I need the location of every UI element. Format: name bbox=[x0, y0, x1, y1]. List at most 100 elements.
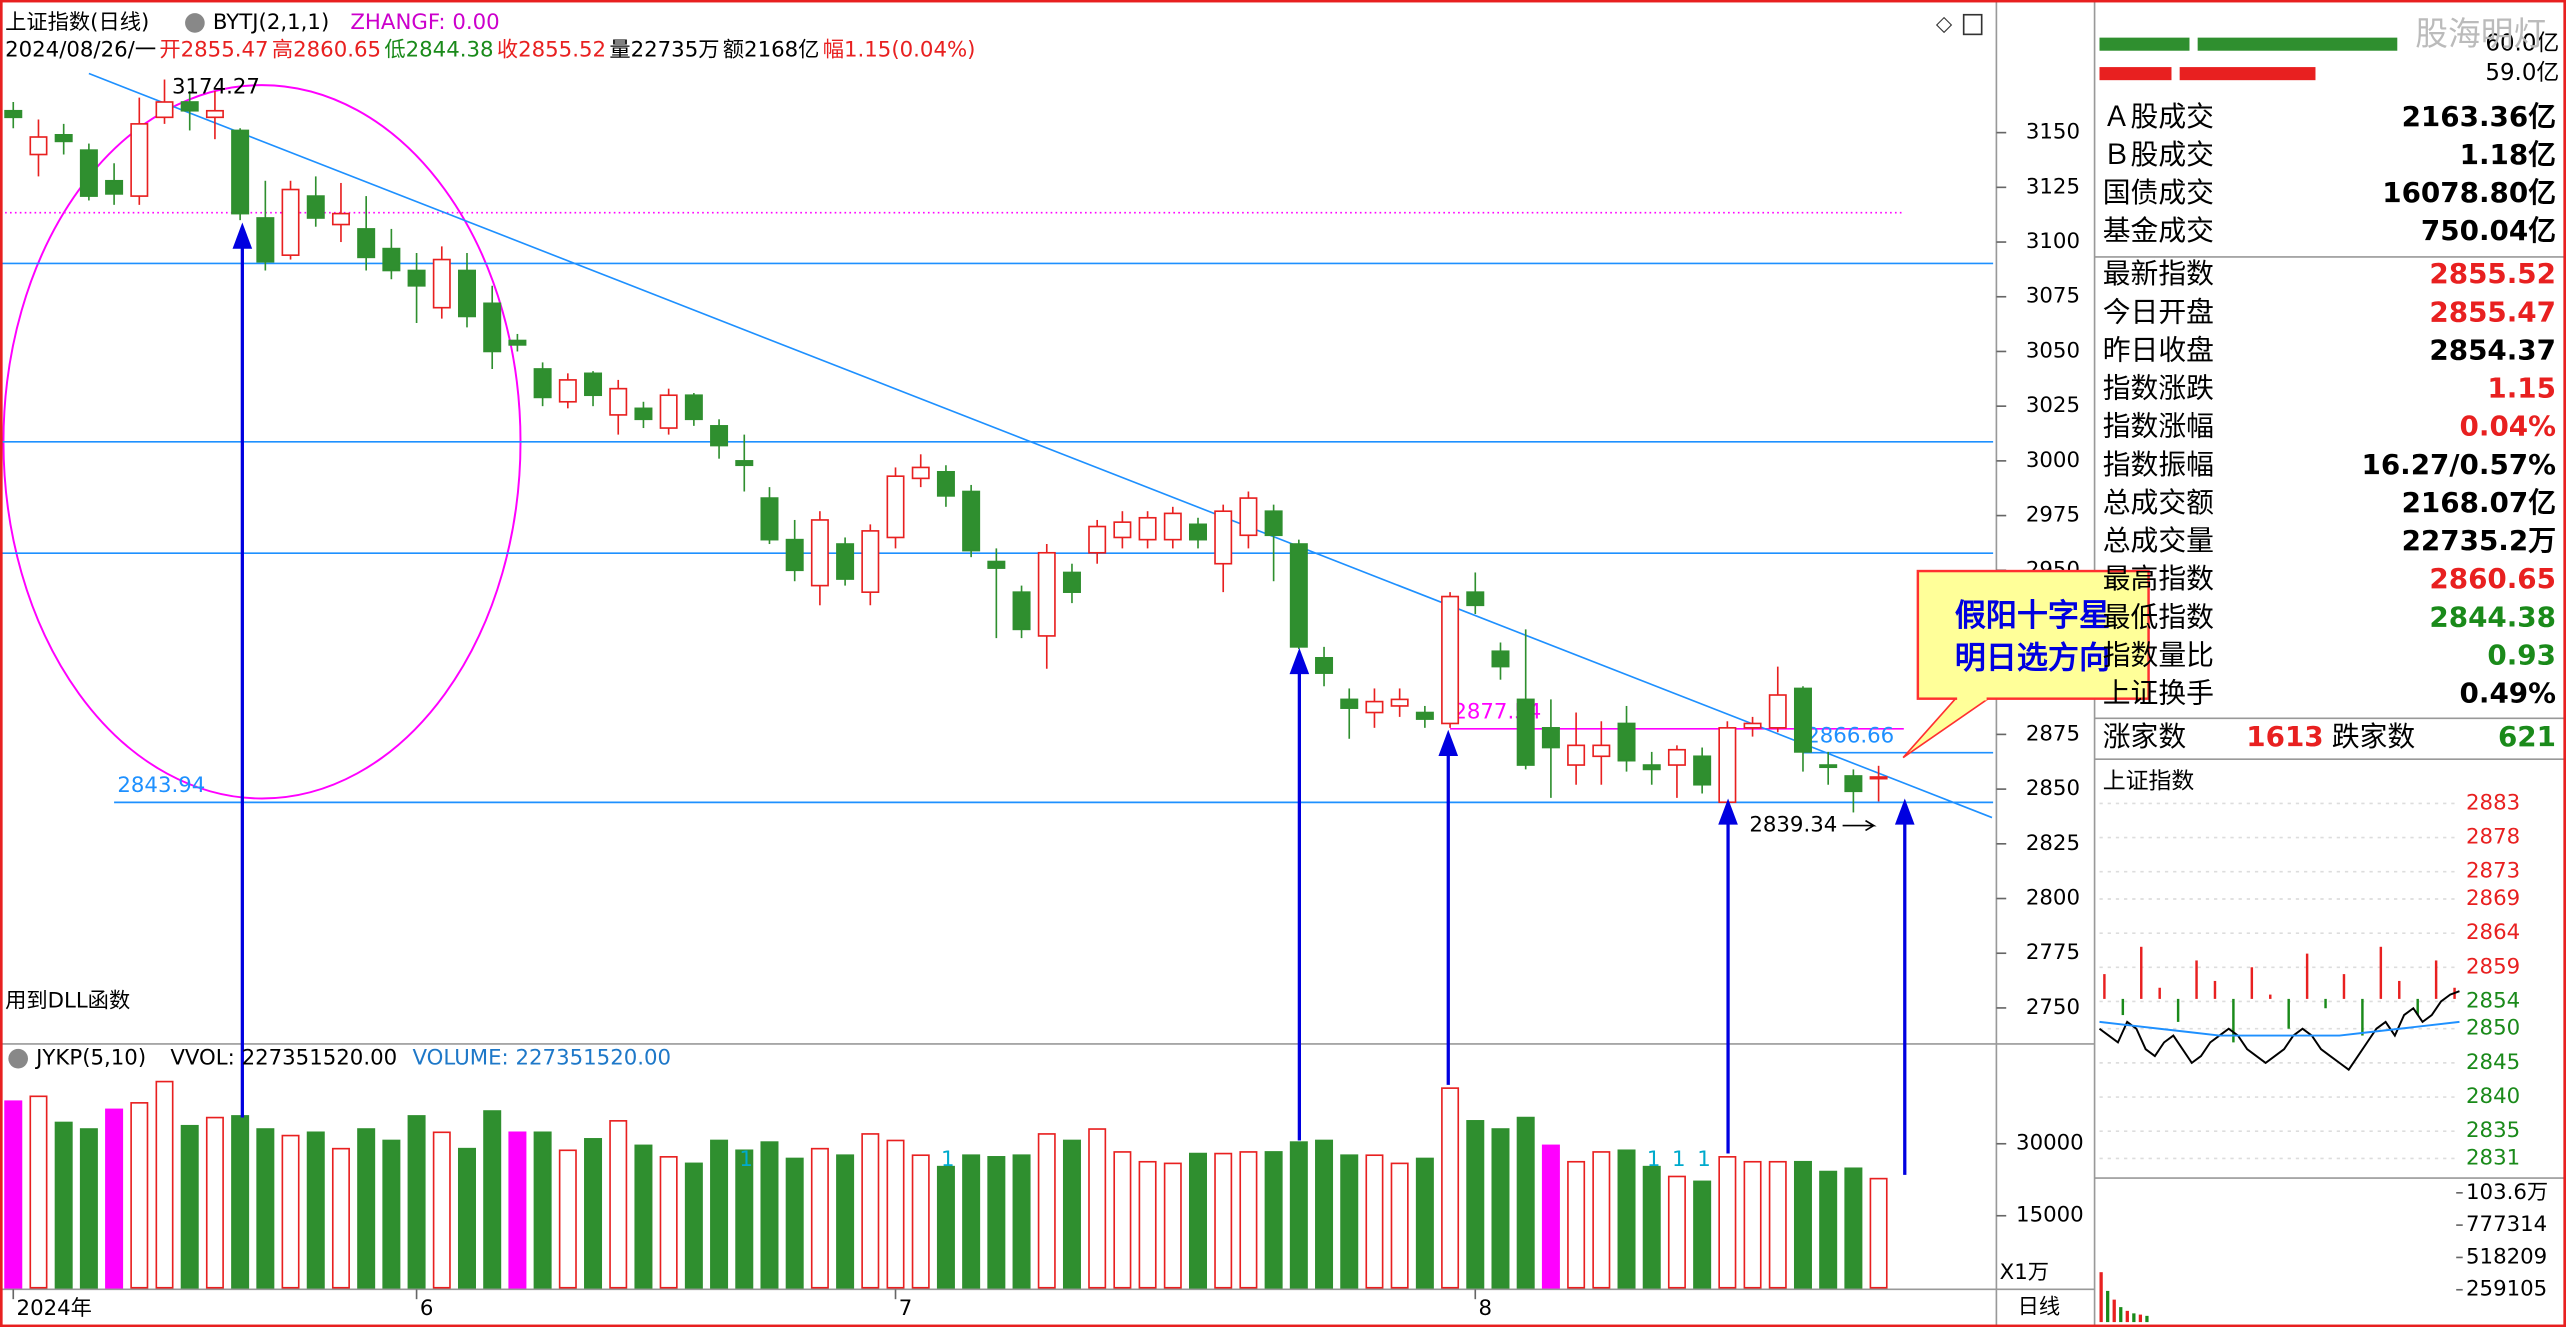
y-tick-label: 2859 bbox=[2466, 954, 2520, 979]
breadth-value: 1613 bbox=[2246, 720, 2323, 753]
volume-bar bbox=[54, 1121, 73, 1289]
volume-bar bbox=[4, 1100, 23, 1289]
icon[interactable] bbox=[1962, 13, 1983, 36]
candle-body bbox=[810, 519, 829, 587]
volume-header: JYKP(5,10) bbox=[34, 1046, 146, 1071]
y-tick-label: 2854 bbox=[2466, 988, 2520, 1013]
candle-body bbox=[1718, 727, 1737, 804]
volume-bar bbox=[155, 1080, 174, 1289]
y-tick-label: 2878 bbox=[2466, 825, 2520, 850]
candle-body bbox=[861, 530, 880, 593]
volume-bar bbox=[1567, 1160, 1586, 1289]
menu-icon[interactable] bbox=[185, 13, 205, 33]
candle-body bbox=[911, 466, 930, 480]
y-tick-label: 30000 bbox=[2016, 1131, 2084, 1156]
candle-body bbox=[357, 228, 376, 259]
menu-icon[interactable] bbox=[8, 1048, 28, 1069]
volume-bar bbox=[987, 1156, 1006, 1289]
volume-bar bbox=[1768, 1160, 1787, 1289]
volume-bar bbox=[861, 1133, 880, 1289]
y-tick-label: 3150 bbox=[2026, 120, 2080, 145]
y-tick-label: 2864 bbox=[2466, 920, 2520, 945]
volume-bar bbox=[1088, 1128, 1107, 1289]
volume-bar bbox=[1012, 1154, 1031, 1289]
y-tick-label: 2850 bbox=[2466, 1016, 2520, 1041]
candle-body bbox=[609, 387, 628, 416]
candle-body bbox=[1189, 523, 1208, 541]
candle-body bbox=[1062, 571, 1081, 593]
dll-note: 用到DLL函数 bbox=[5, 988, 130, 1013]
arrowhead bbox=[1289, 647, 1310, 675]
volume-bar bbox=[1617, 1149, 1636, 1289]
candle-body bbox=[1642, 764, 1661, 771]
volume-unit: X1万 bbox=[2000, 1260, 2049, 1285]
candle-body bbox=[205, 109, 224, 119]
volume-bar bbox=[1390, 1162, 1409, 1289]
candle-body bbox=[1088, 525, 1107, 554]
volume-bar bbox=[231, 1115, 250, 1289]
candle-body bbox=[407, 269, 426, 287]
volume-bar bbox=[911, 1154, 930, 1289]
volume-bar bbox=[1693, 1180, 1712, 1289]
volume-bar bbox=[29, 1095, 48, 1289]
callout-text: 明日选方向 bbox=[1955, 640, 2110, 676]
volume-bar bbox=[1667, 1175, 1686, 1289]
candle-body bbox=[1793, 687, 1812, 753]
candle-body bbox=[382, 247, 401, 272]
candle-body bbox=[4, 109, 23, 119]
candle-body bbox=[886, 475, 905, 539]
volume-bar bbox=[483, 1110, 502, 1289]
row-label: Ａ股成交 bbox=[2103, 100, 2214, 133]
x-tick-label: 6 bbox=[420, 1296, 434, 1321]
volume-bar bbox=[634, 1144, 653, 1289]
volume-bar bbox=[1239, 1151, 1258, 1289]
indicator-value: ZHANGF: 0.00 bbox=[350, 10, 499, 35]
icon[interactable]: ◇ bbox=[1936, 12, 1953, 37]
period-tab[interactable]: 日线 bbox=[2018, 1294, 2061, 1319]
bar bbox=[2138, 1314, 2143, 1323]
volume-bar bbox=[1718, 1156, 1737, 1289]
candle-body bbox=[684, 394, 703, 421]
row-value: 2163.36亿 bbox=[2402, 100, 2556, 133]
volume-bar bbox=[609, 1120, 628, 1289]
candle-body bbox=[1113, 521, 1132, 539]
candle-body bbox=[1315, 656, 1334, 674]
breadth-label: 跌家数 bbox=[2332, 720, 2416, 753]
candle-body bbox=[936, 470, 955, 497]
volume-bar bbox=[508, 1131, 527, 1289]
volume-bar bbox=[1844, 1167, 1863, 1289]
candle-body bbox=[1138, 516, 1157, 541]
candle-body bbox=[962, 490, 981, 552]
row-label: 指数涨跌 bbox=[2103, 372, 2214, 405]
breadth-value: 621 bbox=[2498, 720, 2556, 753]
y-tick-label: 3100 bbox=[2026, 229, 2080, 254]
trend-line bbox=[88, 72, 1993, 819]
y-tick-label: 2883 bbox=[2466, 790, 2520, 815]
volume-bar bbox=[1189, 1152, 1208, 1289]
volume-bar bbox=[1289, 1141, 1308, 1289]
candle-body bbox=[331, 212, 350, 226]
y-tick-label: 3075 bbox=[2026, 284, 2080, 309]
volume-bar bbox=[1441, 1087, 1460, 1289]
candle-body bbox=[1012, 591, 1031, 631]
volume-bar bbox=[533, 1131, 552, 1289]
candle-body bbox=[584, 372, 603, 397]
volume-header: VOLUME: 227351520.00 bbox=[413, 1046, 672, 1071]
callout-box bbox=[1916, 569, 2150, 700]
volume-bar bbox=[735, 1149, 754, 1289]
row-label: 最低指数 bbox=[2103, 600, 2214, 633]
volume-bar bbox=[1869, 1177, 1888, 1289]
volume-bar bbox=[457, 1147, 476, 1289]
row-label: 昨日收盘 bbox=[2103, 333, 2214, 366]
volume-bar bbox=[1592, 1151, 1611, 1289]
level-label: 2843.94 bbox=[117, 773, 205, 798]
row-value: 2168.07亿 bbox=[2402, 486, 2556, 519]
row-value: 2860.65 bbox=[2429, 562, 2556, 595]
y-tick-label: 2869 bbox=[2466, 886, 2520, 911]
candle-body bbox=[281, 188, 300, 256]
volume-bar bbox=[130, 1102, 149, 1289]
volume-bar bbox=[684, 1162, 703, 1289]
bar bbox=[2145, 1315, 2149, 1323]
x-tick-label: 2024年 bbox=[17, 1296, 92, 1321]
